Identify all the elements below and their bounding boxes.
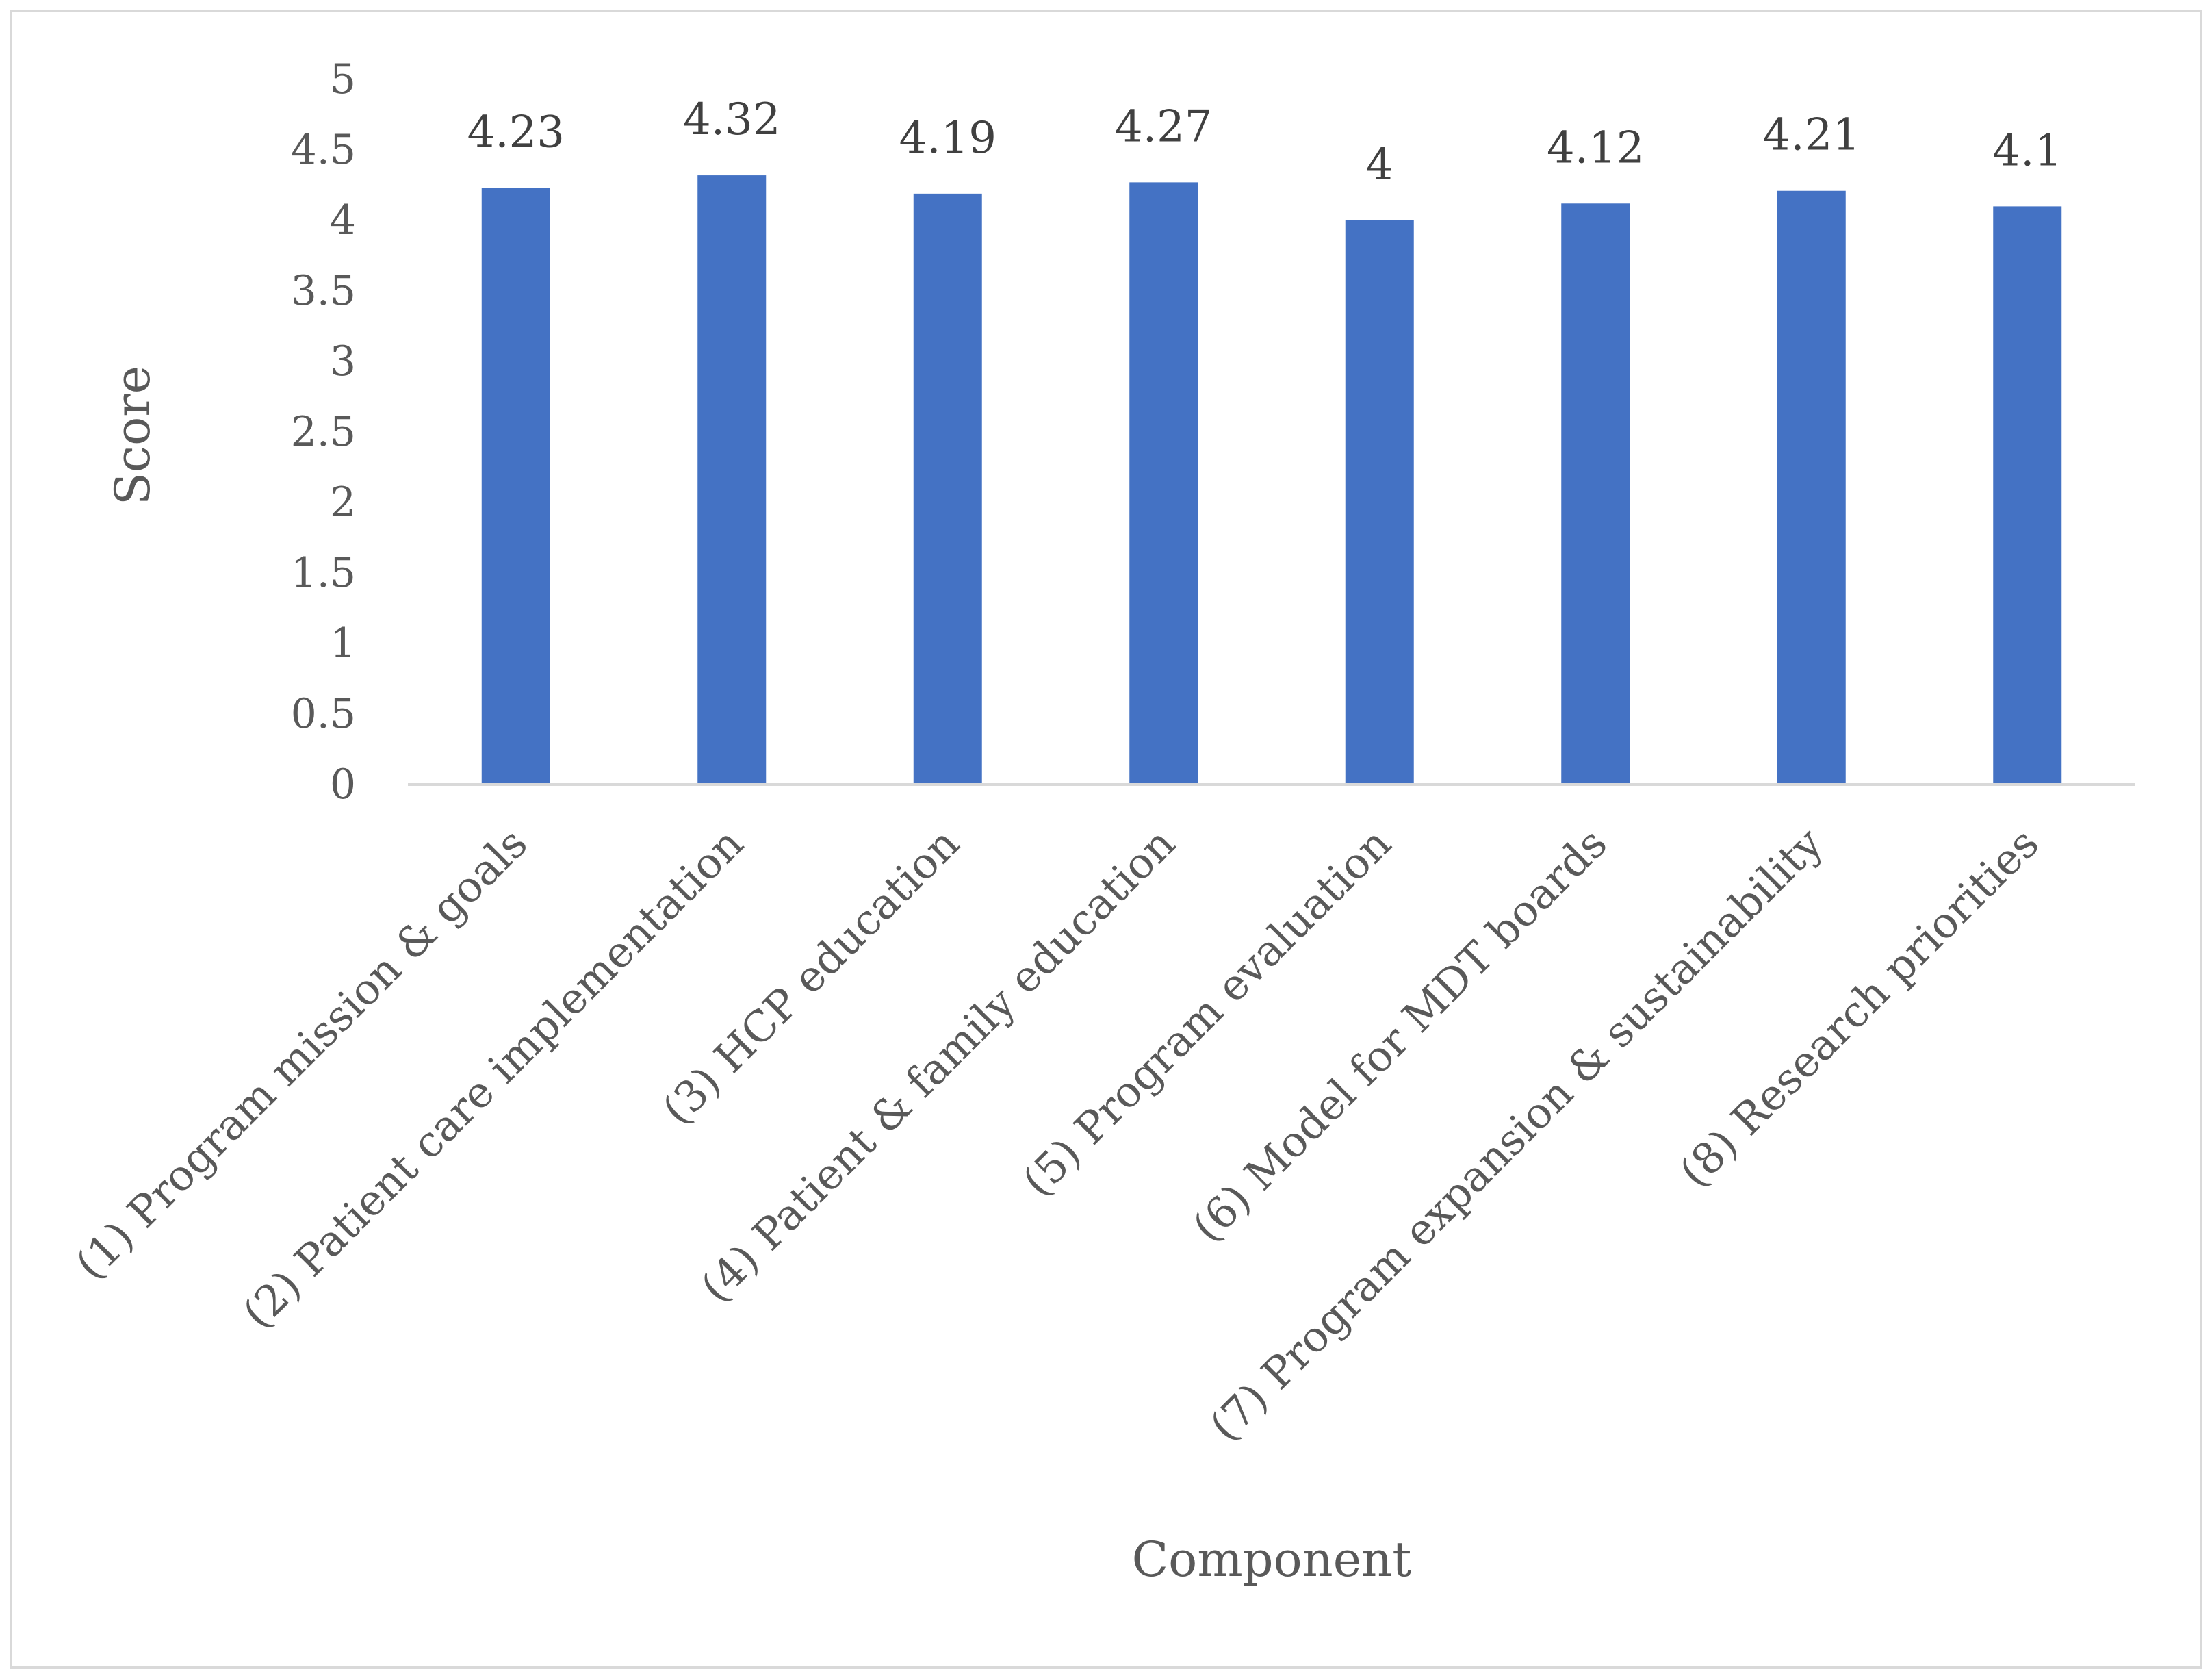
x-category-label: (1) Program mission & goals <box>66 818 537 1289</box>
y-tick-label: 1.5 <box>291 549 356 597</box>
y-tick-label: 2 <box>330 479 356 526</box>
bar <box>1993 206 2062 785</box>
x-axis-category-labels: (1) Program mission & goals(2) Patient c… <box>66 818 2048 1451</box>
bar <box>1777 190 1846 785</box>
y-axis-ticks: 0 0.5 1 1.5 2 2.5 3 3.5 4 4.5 5 <box>291 55 356 809</box>
y-tick-label: 1 <box>330 620 356 667</box>
bar <box>1561 203 1630 785</box>
data-label: 4.12 <box>1547 123 1645 173</box>
data-label: 4 <box>1365 140 1393 190</box>
x-category-label: (5) Program evaluation <box>1013 818 1401 1206</box>
bar <box>913 193 982 785</box>
y-tick-label: 5 <box>330 55 356 103</box>
y-tick-label: 0 <box>330 761 356 809</box>
y-tick-label: 0.5 <box>291 690 356 738</box>
data-labels: 4.23 4.32 4.19 4.27 4 4.12 4.21 4.1 <box>467 94 2063 190</box>
y-axis-title: Score <box>105 366 161 505</box>
bar <box>1129 182 1198 785</box>
data-label: 4.27 <box>1115 101 1213 152</box>
y-tick-label: 3 <box>330 338 356 385</box>
data-label: 4.32 <box>683 94 781 145</box>
data-label: 4.23 <box>467 107 565 158</box>
x-category-label: (6) Model for MDT boards <box>1183 818 1617 1252</box>
data-label: 4.1 <box>1992 125 2062 176</box>
x-axis-title: Component <box>1132 1531 1412 1588</box>
x-category-label: (4) Patient & family education <box>691 818 1185 1312</box>
bar <box>697 175 767 785</box>
data-label: 4.19 <box>899 113 997 164</box>
bar <box>481 188 550 785</box>
y-tick-label: 4.5 <box>291 126 356 174</box>
data-label: 4.21 <box>1763 110 1861 161</box>
y-tick-label: 2.5 <box>291 408 356 456</box>
bar-series <box>481 175 2062 785</box>
x-category-label: (8) Research priorities <box>1669 818 2048 1197</box>
y-tick-label: 4 <box>330 196 356 244</box>
y-tick-label: 3.5 <box>291 267 356 315</box>
bar <box>1345 220 1414 785</box>
